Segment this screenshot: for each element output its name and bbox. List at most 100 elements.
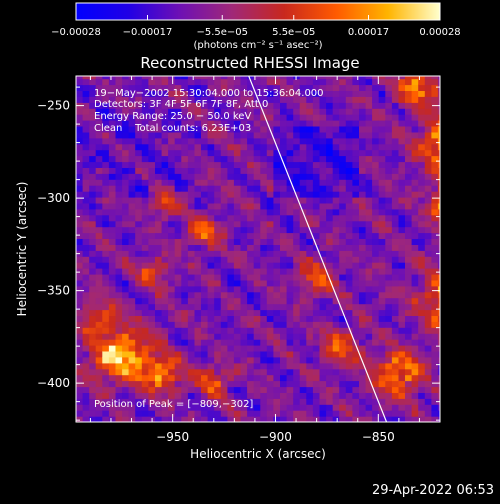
heatmap-cell [95,362,103,370]
heatmap-cell [299,410,307,417]
heatmap-cell [108,321,117,328]
heatmap-cell [102,214,110,222]
heatmap-cell [299,333,307,340]
heatmap-cell [411,416,419,422]
heatmap-cell [148,404,156,411]
heatmap-cell [391,208,400,216]
heatmap-cell [260,356,268,364]
heatmap-cell [220,327,228,334]
heatmap-cell [286,309,294,316]
heatmap-cell [122,303,130,311]
heatmap-cell [76,268,84,275]
heatmap-cell [122,197,130,204]
heatmap-cell [76,345,84,352]
heatmap-cell [332,279,340,287]
heatmap-cell [345,345,353,352]
heatmap-cell [306,327,314,334]
heatmap-cell [319,262,327,269]
heatmap-cell [365,137,373,145]
heatmap-cell [220,262,228,269]
heatmap-cell [253,368,261,376]
heatmap-cell [293,309,301,316]
heatmap-cell [312,108,321,115]
heatmap-cell [155,90,163,97]
heatmap-cell [187,327,196,334]
heatmap-cell [405,333,413,340]
heatmap-cell [418,362,426,370]
heatmap-cell [431,191,439,198]
heatmap-cell [345,262,353,269]
heatmap-cell [89,309,97,316]
heatmap-cell [247,114,255,121]
heatmap-cell [378,309,386,316]
heatmap-cell [306,339,314,346]
heatmap-cell [227,274,235,281]
heatmap-cell [181,173,189,180]
heatmap-cell [220,410,228,417]
heatmap-cell [280,149,288,157]
heatmap-cell [332,76,340,80]
heatmap-cell [240,161,248,168]
heatmap-cell [128,155,136,163]
heatmap-cell [181,108,189,115]
heatmap-cell [201,416,209,422]
heatmap-cell [431,309,439,316]
heatmap-cell [141,356,149,364]
heatmap-cell [365,315,373,322]
heatmap-cell [286,238,294,245]
heatmap-cell [398,256,406,263]
heatmap-cell [128,76,136,80]
heatmap-cell [286,108,294,115]
heatmap-cell [378,76,386,80]
heatmap-cell [378,368,386,376]
heatmap-cell [378,120,386,127]
heatmap-cell [141,238,149,245]
heatmap-cell [431,108,439,115]
heatmap-cell [266,244,274,251]
heatmap-cell [424,96,432,103]
heatmap-cell [385,108,393,115]
heatmap-cell [385,143,393,151]
heatmap-cell [253,315,261,322]
heatmap-cell [273,149,281,157]
heatmap-cell [122,191,130,198]
heatmap-cell [405,380,413,388]
heatmap-cell [141,149,149,157]
heatmap-cell [299,226,307,234]
heatmap-cell [391,96,400,103]
heatmap-cell [135,202,143,210]
heatmap-cell [332,78,340,86]
heatmap-cell [332,303,340,311]
heatmap-cell [168,149,176,157]
heatmap-cell [332,321,340,328]
heatmap-cell [345,339,353,346]
heatmap-cell [372,350,380,358]
heatmap-cell [293,279,301,287]
heatmap-cell [391,374,400,382]
heatmap-cell [227,297,235,305]
heatmap-cell [240,262,248,269]
heatmap-cell [141,285,149,293]
heatmap-cell [102,179,110,186]
heatmap-cell [115,90,123,97]
heatmap-cell [372,297,380,305]
heatmap-cell [339,333,347,340]
heatmap-cell [306,220,314,228]
heatmap-cell [365,90,373,97]
heatmap-cell [306,197,314,204]
heatmap-cell [102,220,110,228]
colorbar-tick-label: 5.5e−05 [272,27,315,38]
heatmap-cell [207,126,215,133]
heatmap-cell [181,262,189,269]
heatmap-cell [319,90,327,97]
heatmap-cell [227,333,235,340]
heatmap-cell [115,321,123,328]
heatmap-cell [115,108,123,115]
heatmap-cell [128,327,136,334]
heatmap-cell [319,339,327,346]
heatmap-cell [286,321,294,328]
heatmap-cell [108,398,117,405]
heatmap-cell [141,137,149,145]
heatmap-cell [82,90,90,97]
heatmap-cell [431,274,439,281]
